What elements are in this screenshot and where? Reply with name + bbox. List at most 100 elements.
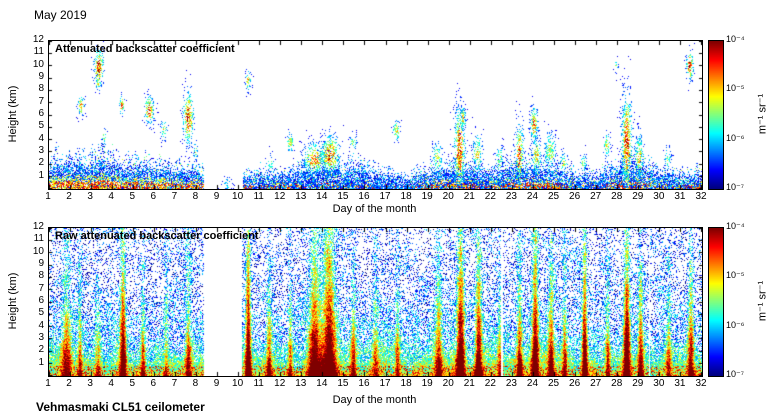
x-tick-label: 19 [421, 191, 433, 202]
x-tick-label: 23 [505, 191, 517, 202]
x-tick-label: 21 [463, 378, 475, 389]
x-tick-label: 12 [274, 191, 286, 202]
raw-backscatter-heatmap-canvas [49, 228, 702, 376]
x-tick-label: 16 [358, 378, 370, 389]
x-tick-label: 2 [66, 191, 72, 202]
x-tick-label: 22 [484, 191, 496, 202]
y-tick-label: 5 [38, 307, 44, 319]
x-tick-label: 8 [192, 191, 199, 202]
x-tick-label: 4 [108, 378, 114, 389]
y-tick-label: 5 [38, 120, 44, 132]
x-axis-label-top: Day of the month [332, 203, 417, 215]
x-tick-label: 6 [150, 378, 157, 389]
x-tick-label: 32 [695, 191, 707, 202]
x-axis-label-bottom: Day of the month [332, 394, 417, 406]
x-tick-label: 31 [674, 378, 686, 389]
x-tick-label: 32 [695, 378, 707, 389]
colorbar-tick-label: 10⁻⁶ [726, 319, 745, 330]
plot-area-raw-backscatter [48, 227, 703, 377]
x-tick-label: 17 [379, 378, 391, 389]
x-tick-label: 9 [213, 378, 220, 389]
x-tick-label: 25 [547, 191, 560, 202]
x-tick-label: 1 [45, 378, 51, 389]
x-tick-label: 18 [400, 191, 412, 202]
y-tick-label: 1 [38, 169, 44, 181]
x-tick-label: 5 [129, 378, 136, 389]
y-tick-label: 12 [32, 221, 44, 232]
y-tick-label: 2 [38, 344, 44, 356]
x-tick-label: 18 [400, 378, 412, 389]
figure-title: May 2019 [34, 8, 87, 22]
x-tick-label: 17 [379, 191, 391, 202]
colorbar-unit-label-top: m⁻¹ sr⁻¹ [756, 93, 769, 135]
x-tick-label: 1 [45, 191, 51, 202]
colorbar-bottom [708, 227, 724, 377]
x-tick-label: 29 [632, 191, 644, 202]
x-tick-label: 11 [253, 191, 264, 202]
y-tick-label: 9 [38, 71, 44, 82]
x-tick-label: 10 [232, 191, 244, 202]
y-axis-label-bottom: Height (km) [7, 272, 19, 330]
x-tick-label: 25 [547, 378, 560, 389]
x-tick-label: 28 [611, 378, 623, 389]
x-tick-label: 24 [526, 191, 539, 202]
x-tick-label: 6 [150, 191, 157, 202]
colorbar-gradient-bottom [709, 228, 723, 376]
colorbar-tick-label: 10⁻⁴ [726, 221, 745, 231]
y-tick-label: 8 [38, 83, 44, 95]
x-tick-label: 11 [253, 378, 264, 389]
x-tick-label: 16 [358, 191, 370, 202]
x-tick-label: 26 [569, 191, 581, 202]
x-tick-label: 14 [316, 191, 328, 202]
x-tick-label: 27 [590, 378, 602, 389]
y-tick-label: 3 [38, 332, 44, 343]
x-tick-label: 19 [421, 378, 433, 389]
x-tick-label: 3 [87, 378, 93, 389]
y-tick-label: 11 [33, 46, 44, 58]
colorbar-tick-label: 10⁻⁵ [726, 270, 745, 281]
x-tick-label: 13 [295, 378, 307, 389]
x-tick-label: 7 [171, 191, 178, 202]
y-tick-label: 6 [38, 108, 44, 119]
colorbar-tick-label: 10⁻⁶ [726, 132, 745, 143]
y-tick-label: 4 [38, 319, 44, 331]
x-tick-label: 8 [192, 378, 199, 389]
y-tick-label: 7 [38, 282, 44, 294]
x-tick-label: 7 [171, 378, 178, 389]
x-tick-label: 26 [569, 378, 581, 389]
y-tick-label: 7 [38, 95, 44, 107]
x-tick-label: 14 [316, 378, 328, 389]
x-tick-label: 10 [232, 378, 244, 389]
panel-title-raw: Raw attenuated backscatter coefficient [55, 230, 259, 242]
y-tick-label: 10 [32, 245, 44, 257]
x-tick-label: 29 [632, 378, 644, 389]
colorbar-gradient-top [709, 41, 723, 189]
x-tick-label: 21 [463, 191, 475, 202]
y-tick-label: 6 [38, 295, 44, 306]
y-tick-label: 1 [38, 356, 44, 368]
x-tick-label: 20 [442, 378, 454, 389]
x-tick-label: 12 [274, 378, 286, 389]
y-tick-label: 11 [33, 233, 44, 245]
x-tick-label: 20 [442, 191, 454, 202]
y-tick-label: 2 [38, 157, 44, 169]
panel-title-attenuated: Attenuated backscatter coefficient [55, 43, 235, 55]
x-tick-label: 23 [505, 378, 517, 389]
y-tick-label: 12 [32, 34, 44, 45]
x-tick-label: 30 [653, 191, 665, 202]
x-tick-label: 22 [484, 378, 496, 389]
x-tick-label: 5 [129, 191, 136, 202]
y-axis-label-top: Height (km) [7, 85, 19, 143]
x-tick-label: 9 [213, 191, 220, 202]
colorbar-top [708, 40, 724, 190]
x-tick-label: 24 [526, 378, 539, 389]
colorbar-tick-label: 10⁻⁷ [726, 182, 745, 192]
attenuated-backscatter-heatmap-canvas [49, 41, 702, 189]
y-tick-label: 8 [38, 270, 44, 282]
x-tick-label: 28 [611, 191, 623, 202]
x-tick-label: 3 [87, 191, 93, 202]
x-tick-label: 4 [108, 191, 114, 202]
y-tick-label: 3 [38, 145, 44, 156]
x-tick-label: 30 [653, 378, 665, 389]
